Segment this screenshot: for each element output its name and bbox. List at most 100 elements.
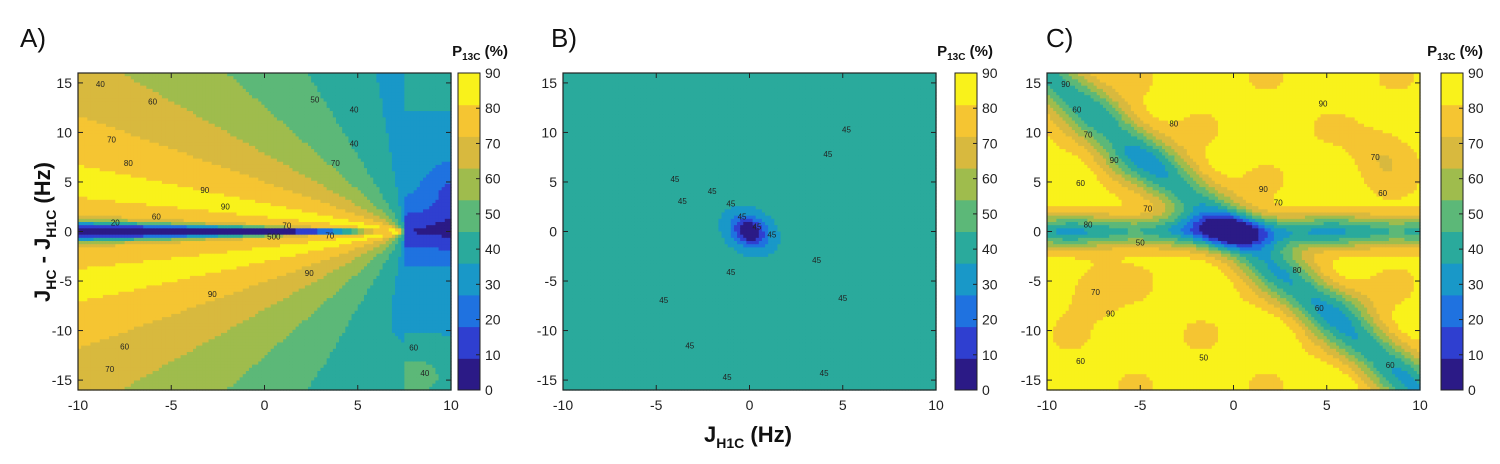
heatmap-cell [78, 348, 82, 353]
heatmap-cell [112, 199, 116, 204]
heatmap-cell [99, 244, 104, 248]
heatmap-cell [133, 152, 138, 157]
heatmap-cell [78, 269, 82, 274]
heatmap-cell [112, 339, 116, 344]
heatmap-cell [112, 168, 116, 172]
heatmap-cell [146, 304, 151, 309]
heatmap-cell [130, 367, 135, 372]
heatmap-cell [124, 291, 129, 296]
heatmap-cell [140, 142, 144, 147]
heatmap-cell [105, 377, 110, 382]
heatmap-cell [93, 161, 98, 166]
heatmap-cell [143, 142, 147, 147]
heatmap-cell [127, 323, 132, 328]
heatmap-cell [96, 380, 101, 385]
heatmap-cell [93, 76, 98, 80]
heatmap-cell [105, 155, 110, 160]
heatmap-cell [90, 225, 95, 229]
heatmap-cell [93, 187, 98, 191]
heatmap-cell [130, 117, 135, 122]
heatmap-cell [96, 383, 101, 388]
heatmap-cell [112, 269, 116, 274]
heatmap-cell [93, 139, 98, 144]
heatmap-cell [87, 190, 92, 195]
heatmap-cell [118, 266, 123, 271]
heatmap-cell [121, 269, 126, 274]
heatmap-cell [90, 88, 95, 93]
heatmap-cell [109, 228, 113, 233]
heatmap-cell [102, 339, 107, 344]
heatmap-cell [90, 164, 95, 169]
heatmap-cell [96, 168, 101, 172]
heatmap-cell [146, 79, 151, 84]
heatmap-cell [102, 298, 107, 302]
heatmap-cell [124, 370, 129, 375]
heatmap-cell [112, 307, 116, 312]
heatmap-cell [96, 329, 101, 334]
heatmap-cell [137, 285, 141, 290]
heatmap-cell [115, 380, 120, 385]
heatmap-cell [105, 98, 110, 103]
heatmap-cell [118, 225, 123, 229]
heatmap-cell [121, 374, 126, 378]
heatmap-cell [84, 377, 88, 382]
heatmap-cell [143, 88, 147, 93]
heatmap-cell [133, 244, 138, 248]
heatmap-cell [143, 104, 147, 109]
heatmap-cell [124, 332, 129, 337]
heatmap-cell [127, 355, 132, 359]
heatmap-cell [102, 269, 107, 274]
heatmap-cell [99, 323, 104, 328]
heatmap-cell [124, 275, 129, 280]
heatmap-cell [99, 79, 104, 84]
heatmap-cell [84, 275, 88, 280]
heatmap-cell [146, 206, 151, 210]
heatmap-cell [121, 361, 126, 366]
heatmap-cell [140, 250, 144, 255]
heatmap-cell [127, 266, 132, 271]
heatmap-cell [121, 171, 126, 176]
heatmap-cell [90, 206, 95, 210]
heatmap-cell [81, 269, 85, 274]
heatmap-cell [78, 377, 82, 382]
heatmap-cell [81, 317, 85, 321]
heatmap-cell [99, 256, 104, 261]
heatmap-cell [90, 202, 95, 207]
heatmap-cell [143, 202, 147, 207]
heatmap-cell [109, 301, 113, 306]
heatmap-cell [118, 310, 123, 315]
heatmap-cell [87, 301, 92, 306]
heatmap-cell [96, 111, 101, 115]
heatmap-cell [127, 174, 132, 179]
heatmap-cell [87, 218, 92, 223]
heatmap-cell [140, 231, 144, 236]
heatmap-cell [96, 285, 101, 290]
heatmap-cell [93, 206, 98, 210]
heatmap-cell [146, 202, 151, 207]
heatmap-cell [78, 171, 82, 176]
heatmap-cell [127, 114, 132, 118]
heatmap-cell [93, 142, 98, 147]
heatmap-cell [115, 364, 120, 369]
heatmap-cell [115, 266, 120, 271]
heatmap-cell [127, 152, 132, 157]
heatmap-cell [130, 298, 135, 302]
heatmap-cell [84, 266, 88, 271]
heatmap-cell [90, 171, 95, 176]
heatmap-cell [109, 199, 113, 204]
heatmap-cell [102, 351, 107, 356]
heatmap-cell [133, 183, 138, 188]
heatmap-cell [146, 161, 151, 166]
heatmap-cell [127, 256, 132, 261]
heatmap-cell [133, 310, 138, 315]
heatmap-cell [112, 136, 116, 141]
heatmap-cell [115, 332, 120, 337]
heatmap-cell [130, 339, 135, 344]
heatmap-cell [118, 307, 123, 312]
heatmap-cell [84, 358, 88, 363]
heatmap-cell [99, 177, 104, 182]
heatmap-cell [87, 237, 92, 242]
heatmap-cell [127, 307, 132, 312]
heatmap-cell [118, 241, 123, 245]
heatmap-cell [84, 145, 88, 150]
